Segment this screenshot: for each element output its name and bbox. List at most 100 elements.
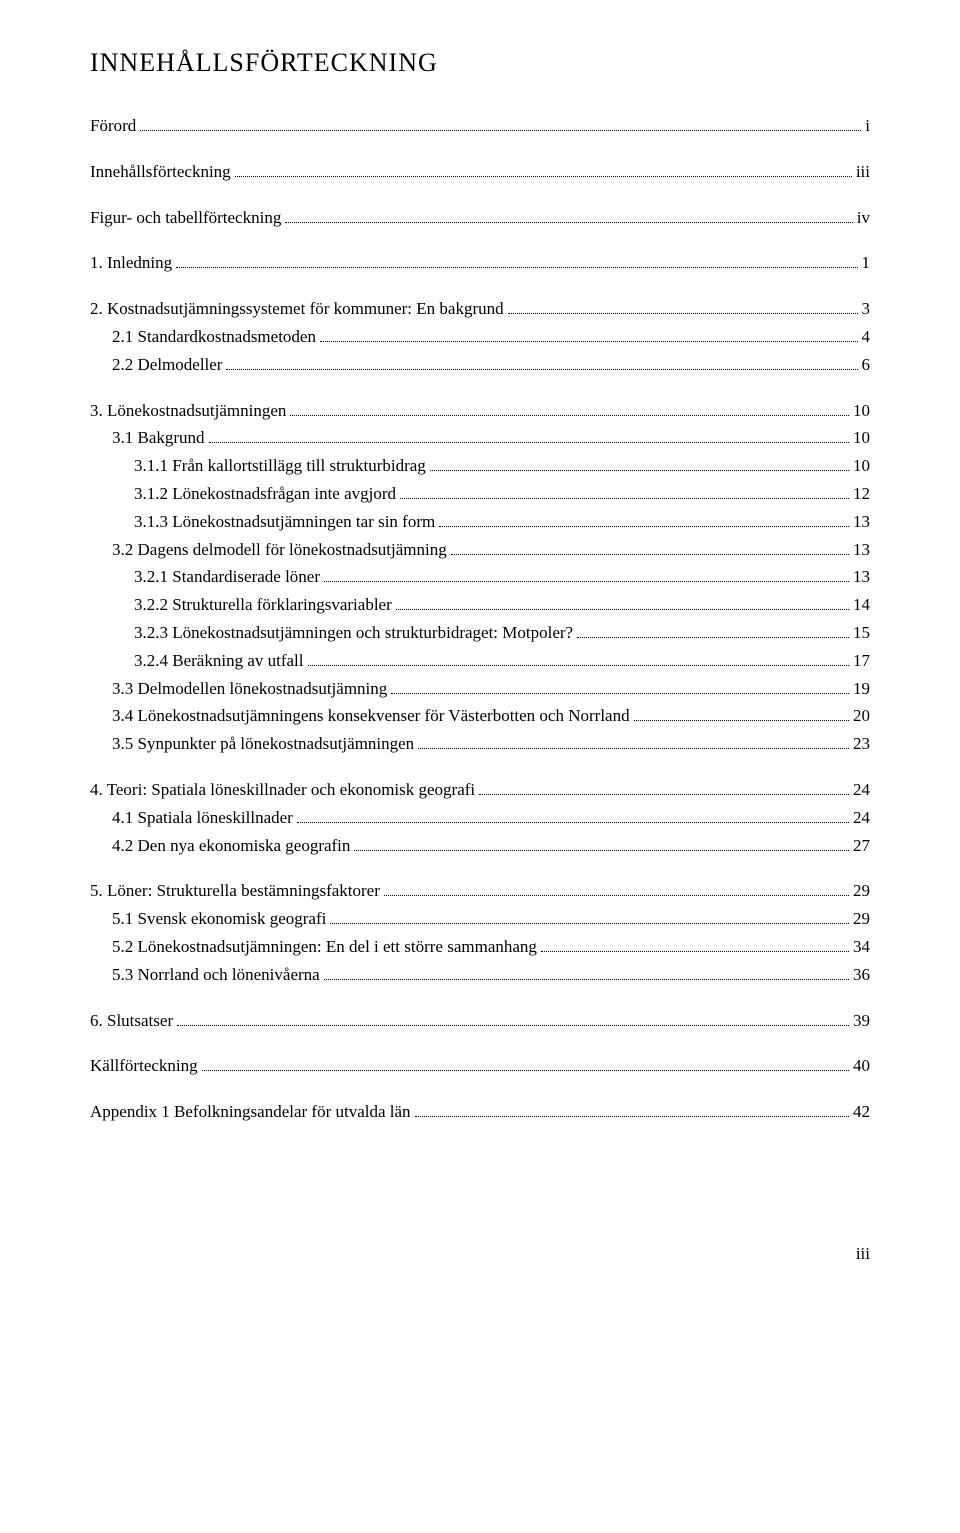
toc-entry: Innehållsförteckning iii	[90, 160, 870, 184]
toc-entry-label: 3. Lönekostnadsutjämningen	[90, 399, 286, 423]
toc-entry: 2.2 Delmodeller6	[112, 353, 870, 377]
toc-entry-label: 5.3 Norrland och lönenivåerna	[112, 963, 320, 987]
toc-entry: 3.1.1 Från kallortstillägg till struktur…	[134, 454, 870, 478]
toc-leader	[226, 369, 857, 370]
toc-entry-label: 4.2 Den nya ekonomiska geografin	[112, 834, 350, 858]
toc-entry-label: 3.2.4 Beräkning av utfall	[134, 649, 304, 673]
toc-entry: 1. Inledning1	[90, 251, 870, 275]
toc-entry-page: i	[865, 114, 870, 138]
toc-leader	[297, 822, 849, 823]
toc-entry: 3.2.1 Standardiserade löner 13	[134, 565, 870, 589]
toc-entry-label: 4. Teori: Spatiala löneskillnader och ek…	[90, 778, 475, 802]
page-number: iii	[90, 1244, 870, 1264]
toc-entry-label: 3.1.1 Från kallortstillägg till struktur…	[134, 454, 426, 478]
toc-entry: 3.2.4 Beräkning av utfall 17	[134, 649, 870, 673]
toc-entry-label: 3.3 Delmodellen lönekostnadsutjämning	[112, 677, 387, 701]
toc-leader	[451, 554, 849, 555]
toc-leader	[177, 1025, 849, 1026]
toc-entry-page: 12	[853, 482, 870, 506]
toc-entry-page: 36	[853, 963, 870, 987]
toc-entry-page: 40	[853, 1054, 870, 1078]
toc-entry: 3. Lönekostnadsutjämningen 10	[90, 399, 870, 423]
toc-entry-label: 3.2.1 Standardiserade löner	[134, 565, 320, 589]
toc-entry-page: iv	[857, 206, 870, 230]
toc-entry: 3.3 Delmodellen lönekostnadsutjämning 19	[112, 677, 870, 701]
toc-entry-page: 24	[853, 778, 870, 802]
toc-entry-page: 39	[853, 1009, 870, 1033]
toc-leader	[508, 313, 858, 314]
toc-entry: 4. Teori: Spatiala löneskillnader och ek…	[90, 778, 870, 802]
toc-entry: 4.2 Den nya ekonomiska geografin 27	[112, 834, 870, 858]
toc-entry: 5. Löner: Strukturella bestämningsfaktor…	[90, 879, 870, 903]
toc-entry-page: 10	[853, 399, 870, 423]
toc-entry-page: 17	[853, 649, 870, 673]
toc-leader	[384, 895, 849, 896]
toc-entry-label: 2.1 Standardkostnadsmetoden	[112, 325, 316, 349]
toc-entry-label: 6. Slutsatser	[90, 1009, 173, 1033]
toc-entry-label: Innehållsförteckning	[90, 160, 231, 184]
toc-entry-label: Källförteckning	[90, 1054, 198, 1078]
toc-entry: Förord i	[90, 114, 870, 138]
toc-leader	[391, 693, 849, 694]
toc-entry-page: 20	[853, 704, 870, 728]
toc-leader	[235, 176, 852, 177]
toc-leader	[320, 341, 858, 342]
toc-leader	[396, 609, 849, 610]
toc-entry-label: Appendix 1 Befolkningsandelar för utvald…	[90, 1100, 411, 1124]
toc-leader	[430, 470, 849, 471]
toc-entry: 3.2 Dagens delmodell för lönekostnadsutj…	[112, 538, 870, 562]
toc-entry: 3.5 Synpunkter på lönekostnadsutjämninge…	[112, 732, 870, 756]
toc-entry: 3.1.3 Lönekostnadsutjämningen tar sin fo…	[134, 510, 870, 534]
toc-entry: 2.1 Standardkostnadsmetoden 4	[112, 325, 870, 349]
toc-entry: Källförteckning 40	[90, 1054, 870, 1078]
toc-leader	[479, 794, 849, 795]
toc-leader	[439, 526, 849, 527]
toc-entry-page: 19	[853, 677, 870, 701]
toc-leader	[577, 637, 849, 638]
toc-entry-label: 3.2.3 Lönekostnadsutjämningen och strukt…	[134, 621, 573, 645]
toc-entry-page: iii	[856, 160, 870, 184]
toc-entry-label: 5. Löner: Strukturella bestämningsfaktor…	[90, 879, 380, 903]
toc-leader	[634, 720, 849, 721]
toc-entry: 5.3 Norrland och lönenivåerna 36	[112, 963, 870, 987]
toc-entry-label: Förord	[90, 114, 136, 138]
toc-entry-page: 15	[853, 621, 870, 645]
toc-entry-page: 27	[853, 834, 870, 858]
toc-entry: 6. Slutsatser 39	[90, 1009, 870, 1033]
toc-entry-page: 42	[853, 1100, 870, 1124]
toc-entry: 3.1.2 Lönekostnadsfrågan inte avgjord 12	[134, 482, 870, 506]
toc-entry: Appendix 1 Befolkningsandelar för utvald…	[90, 1100, 870, 1124]
toc-entry-label: 5.1 Svensk ekonomisk geografi	[112, 907, 326, 931]
toc-leader	[290, 415, 849, 416]
toc-entry: 3.1 Bakgrund10	[112, 426, 870, 450]
toc-entry-page: 3	[862, 297, 871, 321]
toc-entry: 5.1 Svensk ekonomisk geografi29	[112, 907, 870, 931]
toc-entry-label: 4.1 Spatiala löneskillnader	[112, 806, 293, 830]
toc-leader	[354, 850, 849, 851]
toc-entry-label: 3.2 Dagens delmodell för lönekostnadsutj…	[112, 538, 447, 562]
toc-entry-page: 23	[853, 732, 870, 756]
toc-entry-label: 2. Kostnadsutjämningssystemet för kommun…	[90, 297, 504, 321]
toc-entry-label: 3.5 Synpunkter på lönekostnadsutjämninge…	[112, 732, 414, 756]
toc-entry: 3.2.2 Strukturella förklaringsvariabler1…	[134, 593, 870, 617]
toc-entry: 3.4 Lönekostnadsutjämningens konsekvense…	[112, 704, 870, 728]
toc-leader	[330, 923, 849, 924]
toc-leader	[541, 951, 849, 952]
toc-entry-label: 3.1.2 Lönekostnadsfrågan inte avgjord	[134, 482, 396, 506]
toc-leader	[415, 1116, 849, 1117]
toc-entry-page: 10	[853, 454, 870, 478]
page-title: INNEHÅLLSFÖRTECKNING	[90, 48, 870, 78]
toc-entry-page: 13	[853, 538, 870, 562]
toc-leader	[202, 1070, 849, 1071]
toc-entry: 3.2.3 Lönekostnadsutjämningen och strukt…	[134, 621, 870, 645]
toc-entry-page: 4	[862, 325, 871, 349]
toc-entry: 5.2 Lönekostnadsutjämningen: En del i et…	[112, 935, 870, 959]
toc-entry: 2. Kostnadsutjämningssystemet för kommun…	[90, 297, 870, 321]
toc-entry-page: 29	[853, 879, 870, 903]
toc-leader	[176, 267, 857, 268]
toc-entry-label: Figur- och tabellförteckning	[90, 206, 281, 230]
toc-leader	[324, 979, 849, 980]
toc-entry-page: 13	[853, 565, 870, 589]
toc-entry-label: 5.2 Lönekostnadsutjämningen: En del i et…	[112, 935, 537, 959]
table-of-contents: Förord i Innehållsförteckning iii Figur- och…	[90, 114, 870, 1124]
